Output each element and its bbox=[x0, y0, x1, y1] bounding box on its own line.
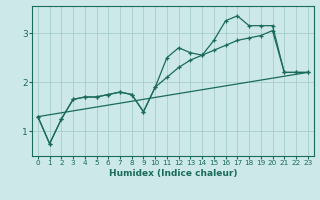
X-axis label: Humidex (Indice chaleur): Humidex (Indice chaleur) bbox=[108, 169, 237, 178]
